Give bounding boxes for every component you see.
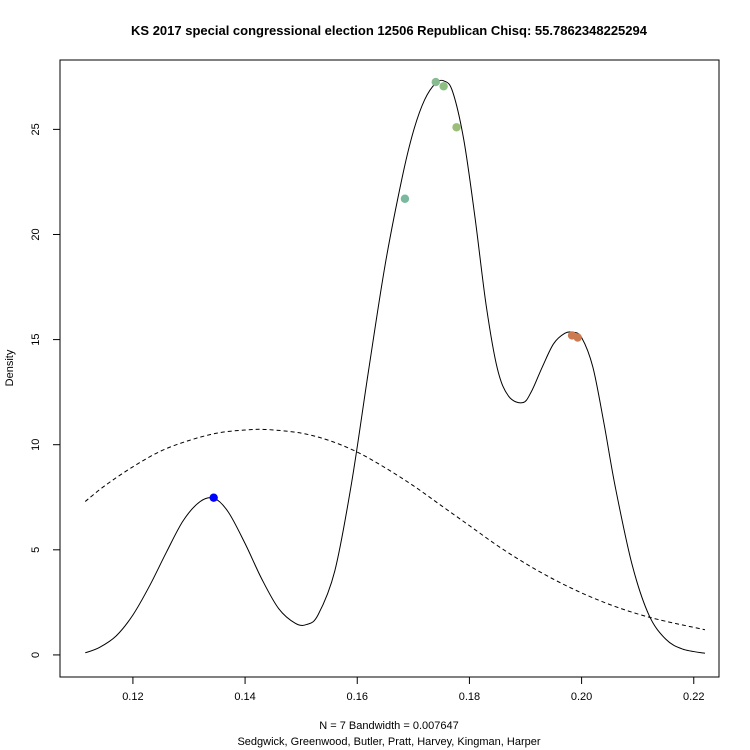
- x-tick-label: 0.20: [571, 691, 592, 703]
- density-curve: [85, 79, 706, 654]
- plot-frame: [59, 59, 720, 678]
- y-tick-label: 5: [30, 547, 42, 553]
- x-axis: 0.12 0.14 0.16 0.18 0.20 0.22: [122, 676, 704, 703]
- data-point: [431, 77, 440, 87]
- x-tick-label: 0.22: [683, 691, 704, 703]
- chart-subtitle: Sedgwick, Greenwood, Butler, Pratt, Harv…: [237, 736, 540, 748]
- reference-density-curve: [84, 428, 706, 631]
- x-tick-label: 0.18: [459, 691, 480, 703]
- x-tick-label: 0.16: [347, 691, 368, 703]
- x-axis-label: N = 7 Bandwidth = 0.007647: [319, 720, 458, 732]
- y-tick-label: 20: [30, 228, 42, 240]
- x-tick-label: 0.14: [234, 691, 255, 703]
- x-tick-label: 0.12: [122, 691, 143, 703]
- data-point: [452, 123, 461, 132]
- y-tick-label: 15: [30, 333, 42, 345]
- y-tick-label: 25: [30, 123, 42, 135]
- data-point: [400, 194, 410, 203]
- y-tick-label: 10: [30, 439, 42, 451]
- chart-title: KS 2017 special congressional election 1…: [131, 23, 648, 38]
- y-axis-label: Density: [4, 349, 16, 386]
- points-layer: [209, 77, 582, 502]
- y-axis: 0 5 10 15 20 25: [30, 123, 61, 658]
- y-tick-label: 0: [30, 652, 42, 658]
- data-point: [209, 493, 218, 502]
- series-layer: [84, 79, 706, 654]
- data-point: [439, 82, 448, 91]
- data-point: [573, 333, 582, 342]
